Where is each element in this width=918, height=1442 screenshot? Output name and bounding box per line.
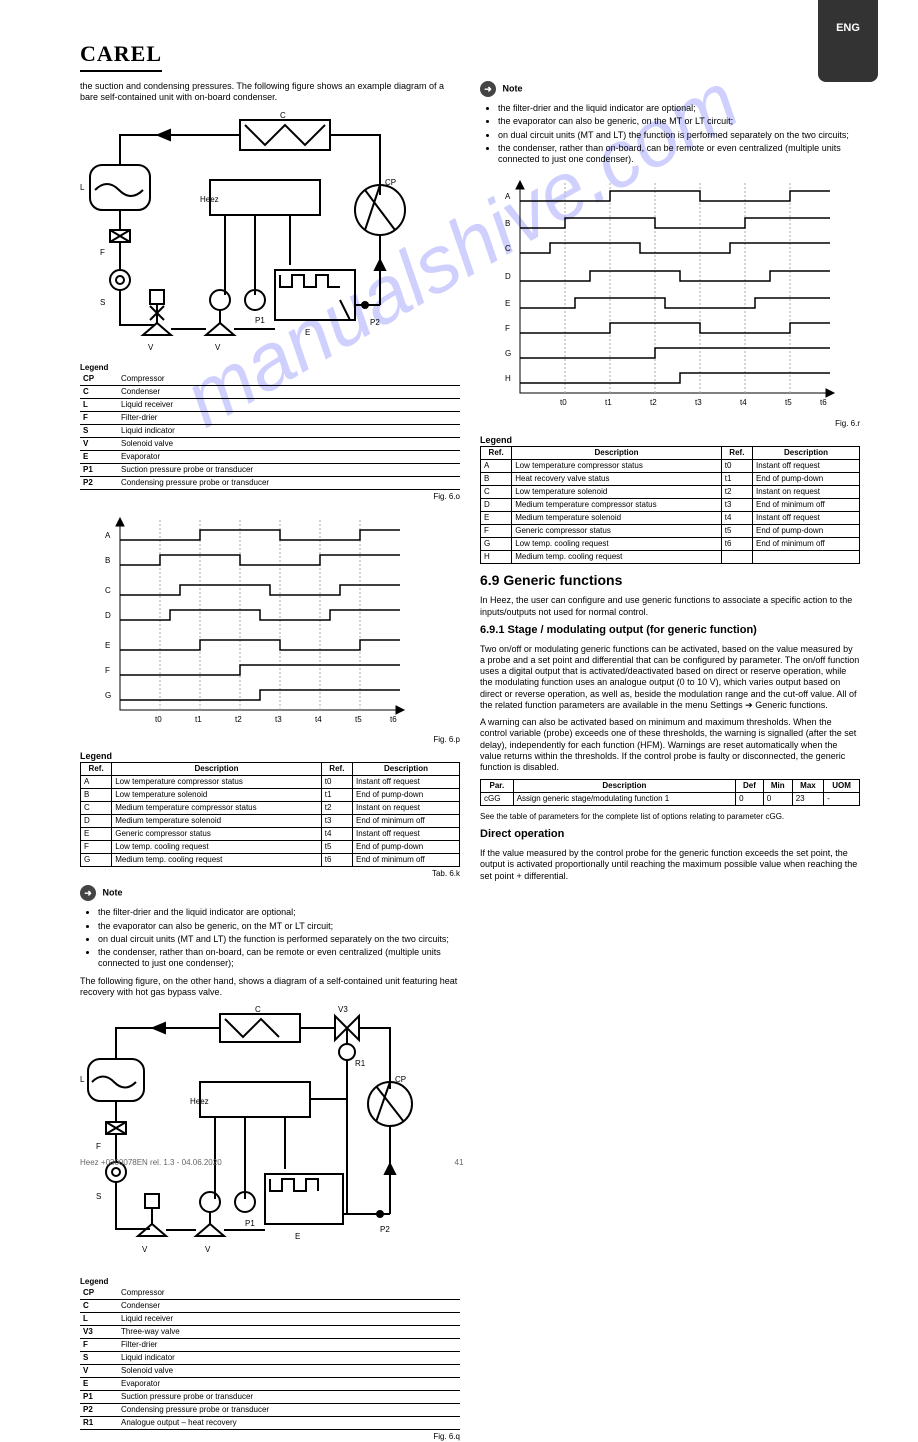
svg-text:CP: CP (385, 178, 396, 187)
tabref-6k: Tab. 6.k (80, 869, 460, 879)
legend-heading-2: Legend (480, 435, 860, 446)
figref-6o: Fig. 6.o (80, 492, 460, 502)
svg-text:P2: P2 (370, 318, 380, 327)
svg-text:E: E (305, 328, 310, 337)
svg-text:V: V (148, 343, 154, 352)
svg-text:V3: V3 (338, 1005, 348, 1014)
svg-text:P1: P1 (255, 316, 265, 325)
svg-text:G: G (105, 691, 111, 700)
svg-text:D: D (505, 272, 511, 281)
svg-text:t5: t5 (355, 715, 362, 724)
svg-text:F: F (96, 1142, 101, 1151)
section-body: In Heez, the user can configure and use … (480, 595, 860, 618)
svg-text:t6: t6 (390, 715, 397, 724)
legend-table-2: Ref.DescriptionRef.DescriptionALow tempe… (480, 446, 860, 564)
schematic-2: C V3 CP L F S V V Heez E P1 P2 R1 (80, 1004, 420, 1274)
svg-text:F: F (105, 666, 110, 675)
figref-6r: Fig. 6.r (480, 419, 860, 429)
svg-text:F: F (100, 248, 105, 257)
svg-text:D: D (105, 611, 111, 620)
svg-text:t4: t4 (740, 398, 747, 407)
corner-tab: ENG (818, 0, 878, 82)
svg-text:Heez: Heez (190, 1097, 209, 1106)
svg-text:t2: t2 (235, 715, 242, 724)
svg-text:P1: P1 (245, 1219, 255, 1228)
svg-text:L: L (80, 1075, 85, 1084)
figref-6q: Fig. 6.q (80, 1432, 460, 1442)
svg-text:B: B (105, 556, 110, 565)
svg-text:V: V (215, 343, 221, 352)
sub-body-1: Two on/off or modulating generic functio… (480, 644, 860, 712)
legend-1: Legend CPCompressorCCondenserLLiquid rec… (80, 363, 460, 490)
svg-text:t3: t3 (275, 715, 282, 724)
direct-body: If the value measured by the control pro… (480, 848, 860, 882)
svg-text:t2: t2 (650, 398, 657, 407)
svg-text:t0: t0 (155, 715, 162, 724)
svg-text:C: C (105, 586, 111, 595)
notes-left: the filter-drier and the liquid indicato… (98, 907, 460, 969)
svg-text:CP: CP (395, 1075, 406, 1084)
sub-body-2: A warning can also be activated based on… (480, 717, 860, 773)
notes-right: the filter-drier and the liquid indicato… (498, 103, 860, 165)
brand-logo: CAREL (80, 40, 162, 72)
timing-chart-2: A B C D E F G H t0 t1 t2 t3 t4 t5 t6 (480, 173, 840, 413)
svg-text:V: V (142, 1245, 148, 1254)
svg-text:V: V (205, 1245, 211, 1254)
legend-table-1: Ref.DescriptionRef.DescriptionALow tempe… (80, 762, 460, 867)
svg-text:S: S (100, 298, 105, 307)
svg-text:A: A (105, 531, 111, 540)
page-footer: Heez +0300078EN rel. 1.3 - 04.06.2020 41 (0, 1158, 918, 1168)
note-icon: ➜ (480, 81, 496, 97)
schematic-1: C CP L F S V V Heez E P1 P2 (80, 110, 420, 360)
svg-text:P2: P2 (380, 1225, 390, 1234)
svg-text:E: E (105, 641, 110, 650)
subsection-heading: 6.9.1 Stage / modulating output (for gen… (480, 624, 860, 638)
param-table: Par.DescriptionDefMinMaxUOMcGGAssign gen… (480, 779, 860, 806)
svg-text:t1: t1 (195, 715, 202, 724)
svg-text:H: H (505, 374, 511, 383)
svg-text:t3: t3 (695, 398, 702, 407)
svg-text:L: L (80, 183, 85, 192)
svg-text:t1: t1 (605, 398, 612, 407)
note-block-left: ➜ Note (80, 885, 460, 901)
svg-text:C: C (280, 111, 286, 120)
legend-2: Legend CPCompressorCCondenserLLiquid rec… (80, 1277, 460, 1430)
svg-text:F: F (505, 324, 510, 333)
timing-chart-1: A B C D E F G t0 t1 t2 t3 t4 t5 t6 (80, 510, 410, 730)
svg-text:G: G (505, 349, 511, 358)
svg-text:B: B (505, 219, 510, 228)
transition-para: The following figure, on the other hand,… (80, 976, 460, 999)
svg-text:t6: t6 (820, 398, 827, 407)
param-note: See the table of parameters for the comp… (480, 812, 860, 822)
intro-para: the suction and condensing pressures. Th… (80, 81, 460, 104)
legend-heading: Legend (80, 751, 460, 762)
note-block-right: ➜ Note (480, 81, 860, 97)
svg-text:t5: t5 (785, 398, 792, 407)
svg-text:Heez: Heez (200, 195, 219, 204)
section-heading: 6.9 Generic functions (480, 572, 860, 590)
svg-text:t4: t4 (315, 715, 322, 724)
svg-text:C: C (255, 1005, 261, 1014)
svg-text:E: E (505, 299, 510, 308)
svg-text:t0: t0 (560, 398, 567, 407)
svg-text:R1: R1 (355, 1059, 366, 1068)
svg-text:E: E (295, 1232, 300, 1241)
svg-text:S: S (96, 1192, 101, 1201)
svg-text:C: C (505, 244, 511, 253)
direct-heading: Direct operation (480, 828, 860, 842)
svg-text:A: A (505, 192, 511, 201)
figref-6p: Fig. 6.p (80, 735, 460, 745)
note-icon: ➜ (80, 885, 96, 901)
